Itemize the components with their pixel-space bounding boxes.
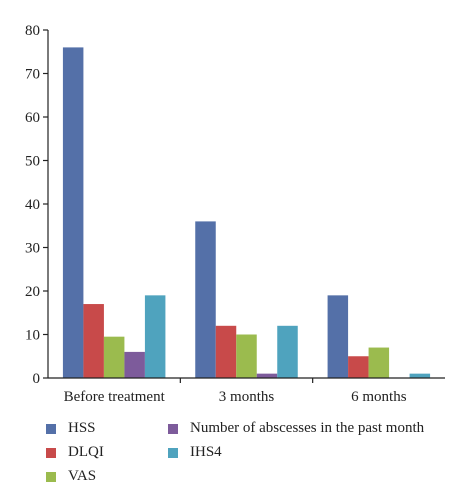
legend-item: VAS bbox=[46, 468, 96, 485]
x-category-label: 3 months bbox=[219, 389, 275, 405]
y-tick-label: 20 bbox=[25, 284, 40, 300]
y-tick-label: 50 bbox=[25, 154, 40, 170]
y-tick-label: 10 bbox=[25, 328, 40, 344]
y-tick-label: 0 bbox=[33, 371, 41, 387]
legend-swatch bbox=[46, 471, 56, 482]
legend-item: DLQI bbox=[46, 444, 104, 461]
bar-number-of-abscesses-in-the-past-month-1 bbox=[256, 373, 278, 378]
legend-label: DLQI bbox=[68, 444, 104, 460]
legend-swatch bbox=[168, 423, 178, 434]
legend-swatch bbox=[46, 423, 56, 434]
bar-ihs4-0 bbox=[144, 295, 166, 378]
legend-label: Number of abscesses in the past month bbox=[190, 420, 425, 436]
legend-swatch bbox=[168, 447, 178, 458]
y-tick-label: 70 bbox=[25, 67, 40, 83]
x-category-label: Before treatment bbox=[64, 389, 166, 405]
bar-hss-2 bbox=[327, 295, 349, 378]
bar-dlqi-1 bbox=[215, 325, 237, 378]
legend-label: IHS4 bbox=[190, 444, 222, 460]
x-category-label: 6 months bbox=[351, 389, 407, 405]
bar-hss-0 bbox=[62, 47, 84, 379]
legend: HSS DLQI VAS Number of abscesses in the pas… bbox=[46, 420, 466, 498]
bar-ihs4-2 bbox=[409, 373, 431, 378]
bar-number-of-abscesses-in-the-past-month-0 bbox=[124, 351, 145, 378]
bar-dlqi-2 bbox=[348, 356, 369, 378]
legend-swatch bbox=[46, 447, 56, 458]
y-tick-label: 40 bbox=[25, 197, 40, 213]
x-axis-categories: Before treatment 3 months 6 months bbox=[64, 378, 407, 405]
y-tick-label: 60 bbox=[25, 110, 40, 126]
legend-item: HSS bbox=[46, 420, 96, 437]
bar-vas-0 bbox=[103, 336, 125, 378]
bar-hss-1 bbox=[195, 221, 216, 378]
y-axis-ticks: 0 10 20 30 40 50 60 70 80 bbox=[25, 23, 48, 387]
legend-item: Number of abscesses in the past month bbox=[168, 420, 424, 437]
legend-label: HSS bbox=[68, 420, 96, 436]
bar-ihs4-1 bbox=[277, 325, 298, 378]
legend-item: IHS4 bbox=[168, 444, 222, 461]
bar-chart: 0 10 20 30 40 50 60 70 80 Before treatment 3 mont… bbox=[25, 23, 445, 405]
legend-label: VAS bbox=[68, 468, 97, 484]
bar-vas-1 bbox=[236, 334, 257, 378]
bar-vas-2 bbox=[368, 347, 390, 378]
bar-dlqi-0 bbox=[83, 304, 104, 378]
y-tick-label: 80 bbox=[25, 23, 40, 39]
y-tick-label: 30 bbox=[25, 241, 40, 257]
bars bbox=[62, 47, 431, 379]
